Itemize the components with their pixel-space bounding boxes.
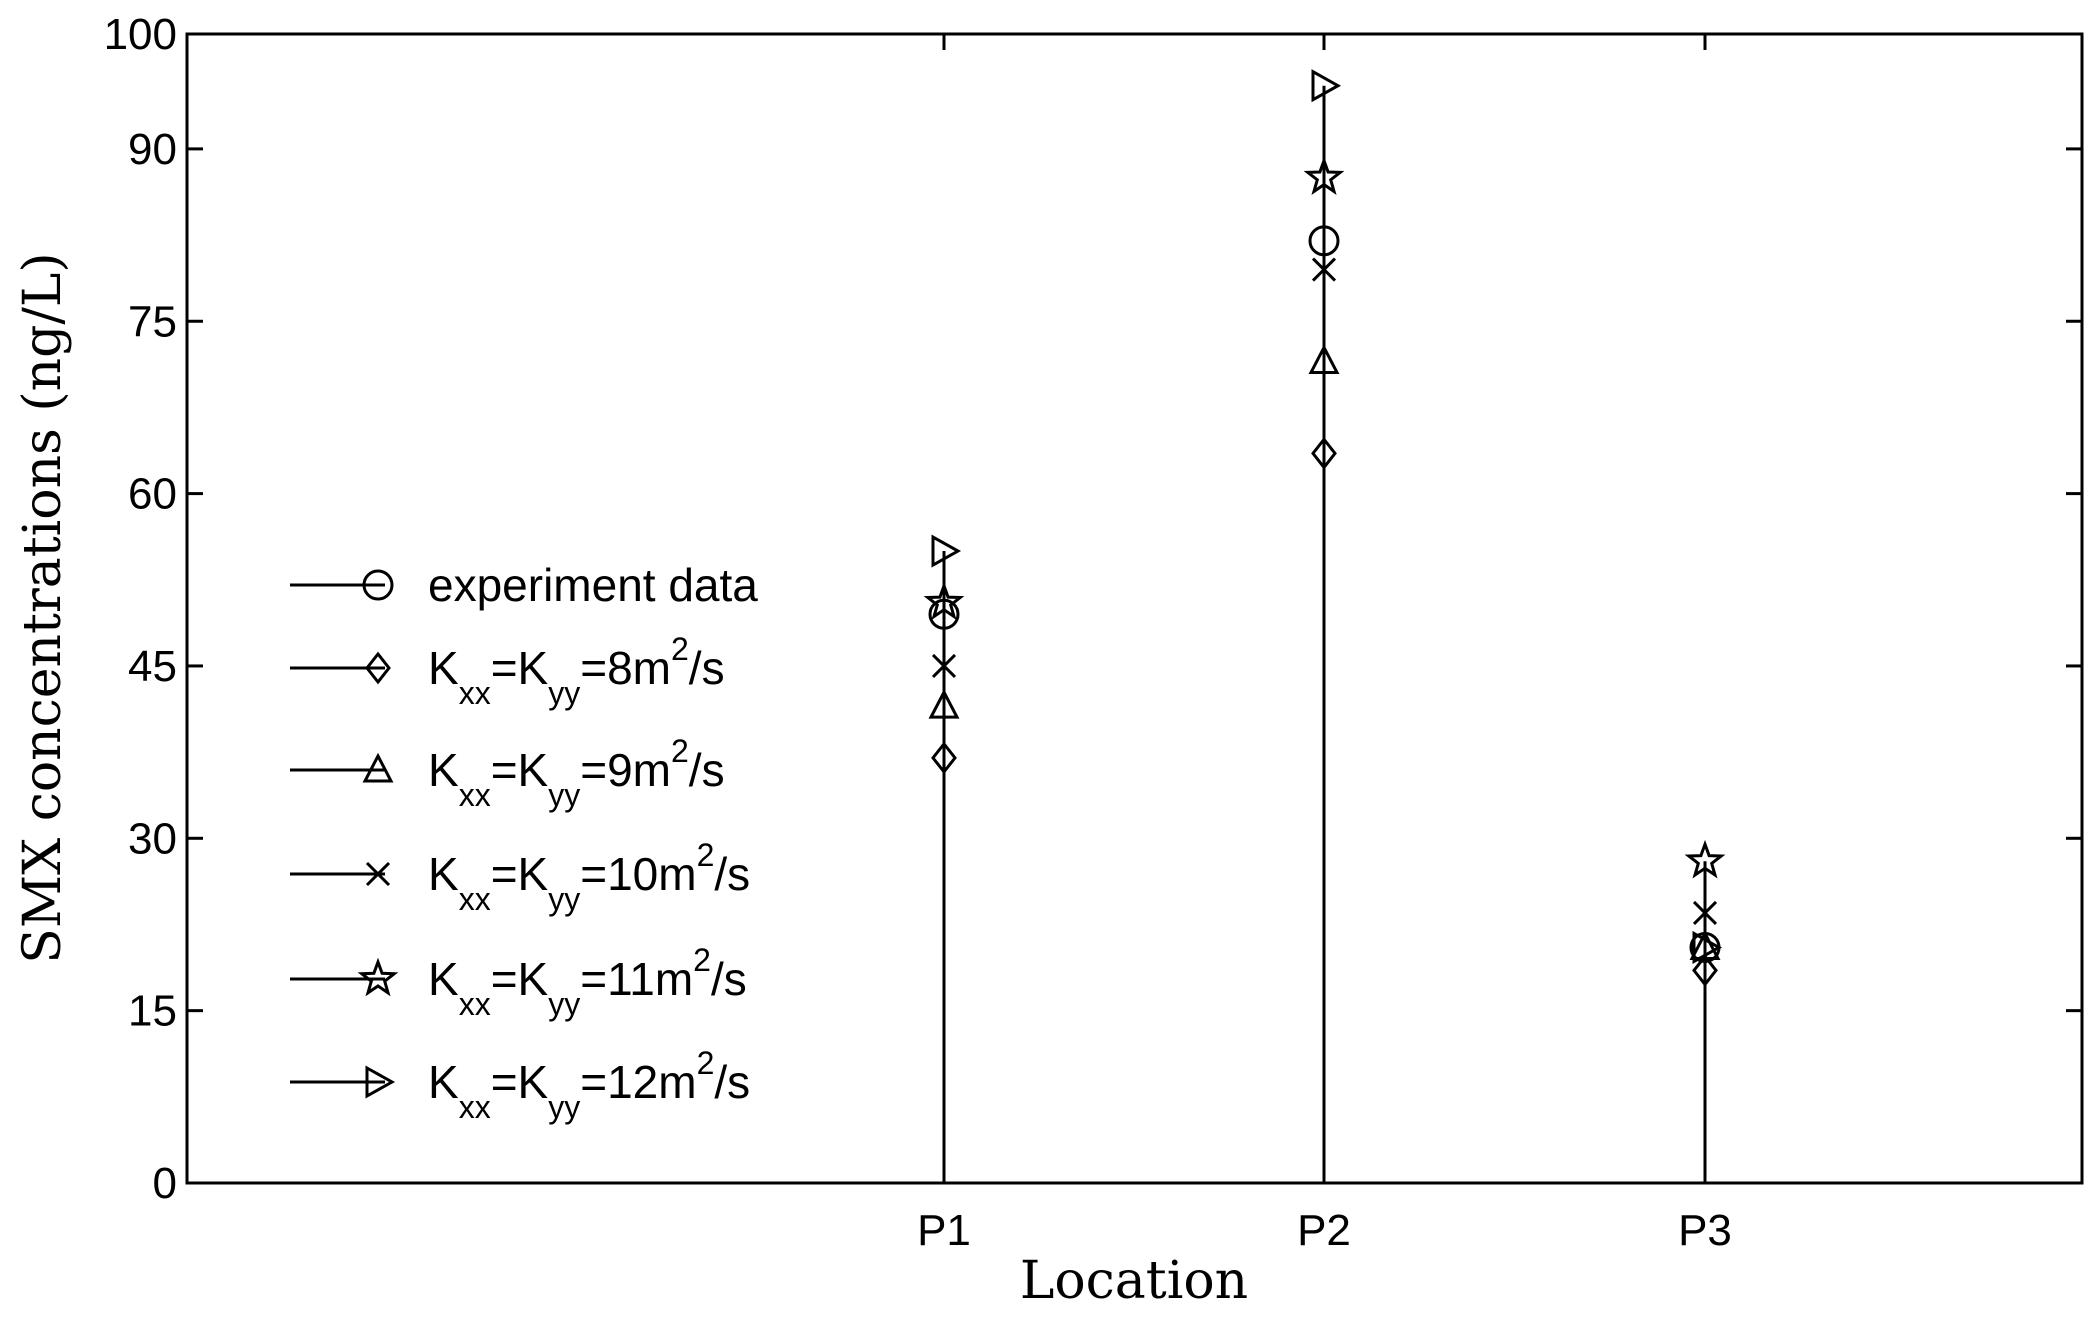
y-axis-title: SMX concentrations (ng/L) [13,252,73,963]
y-tick-label: 100 [104,10,177,59]
legend-marker-triangle-right [365,1065,396,1099]
y-tick-label: 75 [128,297,177,346]
legend-entry: Kxx=Kyy=12m2/s [290,1045,750,1125]
data-point-x [931,653,957,679]
x-tick-label-p2: P2 [1297,1206,1351,1255]
legend-entry: Kxx=Kyy=10m2/s [290,837,750,917]
x-axis-title: Location [1020,1251,1248,1311]
data-point-triangle-up [928,688,960,719]
legend-label: Kxx=Kyy=9m2/s [428,733,725,813]
data-point-diamond [931,741,957,775]
data-point-diamond [1311,436,1337,470]
data-point-triangle-up [1689,930,1721,960]
legend-marker-circle [362,569,394,601]
data-point-star [1684,839,1726,879]
data-point-triangle-right [1311,69,1342,103]
legend: experiment data Kxx=Kyy=8m2/s Kxx=Kyy=9m2/… [290,559,758,1125]
x-tick-label-p1: P1 [917,1206,971,1255]
data-point-star [1303,156,1345,195]
legend-label: Kxx=Kyy=10m2/s [428,837,750,917]
legend-marker-triangle-up [362,752,394,783]
x-tick-label-p3: P3 [1678,1206,1732,1255]
data-point-circle [928,598,960,630]
data-point-triangle-up [1308,344,1340,374]
y-axis-ticks: 0 15 30 45 60 75 90 100 [104,10,2082,1208]
legend-entry: Kxx=Kyy=9m2/s [290,733,725,813]
legend-marker-diamond [365,651,391,685]
y-tick-label: 60 [128,470,177,519]
legend-marker-star [357,957,399,997]
data-point-triangle-right [1692,930,1723,965]
y-tick-label: 90 [128,125,177,174]
data-point-x [1692,900,1718,926]
legend-entry: Kxx=Kyy=11m2/s [290,942,747,1022]
data-point-diamond [1692,954,1718,987]
stems-layer [942,85,1707,1183]
plot-area-frame [185,32,2084,1185]
data-point-x [1311,257,1337,282]
legend-marker-x [365,861,391,887]
legend-label: experiment data [428,559,758,611]
legend-entry: Kxx=Kyy=8m2/s [290,631,725,711]
y-tick-label: 15 [128,987,177,1036]
y-tick-label: 45 [128,642,177,691]
data-point-star [923,581,965,621]
legend-label: Kxx=Kyy=11m2/s [428,942,747,1022]
y-tick-label: 30 [128,814,177,863]
markers-layer [923,69,1726,987]
data-point-circle [1308,225,1340,257]
y-tick-label: 0 [153,1159,177,1208]
legend-entry: experiment data [290,559,758,611]
legend-label: Kxx=Kyy=8m2/s [428,631,725,711]
x-axis-ticks: P1 P2 P3 [917,34,1732,1255]
legend-label: Kxx=Kyy=12m2/s [428,1045,750,1125]
data-point-triangle-right [931,534,962,568]
